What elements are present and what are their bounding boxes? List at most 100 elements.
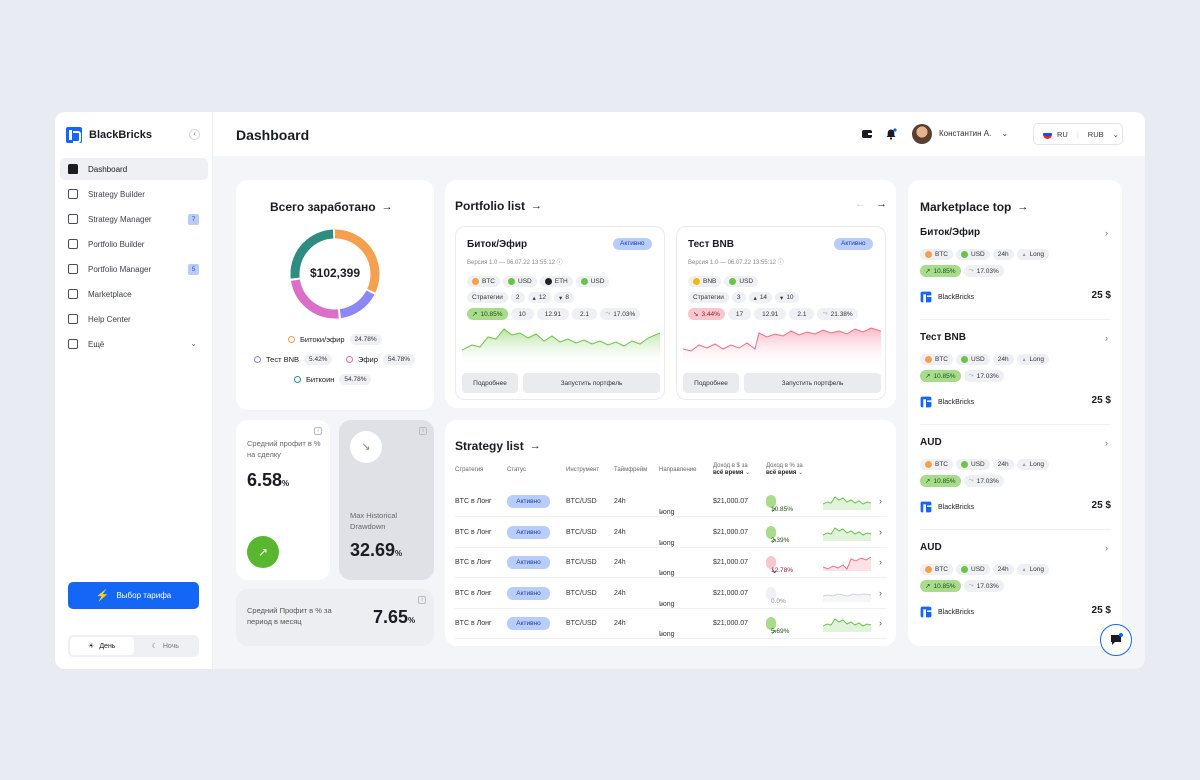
chat-button[interactable] <box>1100 624 1132 656</box>
btc-icon <box>925 566 932 573</box>
arrow-right-icon[interactable]: → <box>876 198 887 210</box>
col-income-usd-period: всё время <box>713 470 744 476</box>
table-row[interactable]: BTC в Лонг Активно BTC/USD 24h ▲ Long $2… <box>455 518 887 548</box>
choose-plan-label: Выбор тарифа <box>116 591 172 600</box>
locale-selector[interactable]: RU | RUB ⌄ <box>1033 123 1123 145</box>
sidebar-item-portfolio-builder[interactable]: Portfolio Builder <box>60 233 208 255</box>
bell-icon[interactable] <box>885 128 897 140</box>
marketplace-item[interactable]: AUD › BTC USD 24h ▲ Long ↗ 10.85% ⤳ 17.03% … <box>920 424 1111 527</box>
drawdown-value-wrap: 32.69% <box>350 540 402 561</box>
direction-value: Long <box>659 600 675 608</box>
usd-icon <box>961 566 968 573</box>
col-income-pct[interactable]: Доход в % за всё время ⌄ <box>766 463 803 476</box>
table-row[interactable]: BTC в Лонг Активно BTC/USD 24h ▲ Long $2… <box>455 487 887 517</box>
currency-value: RUB <box>1087 129 1104 139</box>
cell-income-pct: ↗ 2.39% <box>766 525 789 545</box>
table-header: Стратегия Статус Инструмент Таймфрейм На… <box>455 463 887 487</box>
direction-value: Long <box>1029 356 1045 363</box>
sidebar-item-portfolio-manager[interactable]: Portfolio Manager 5 <box>60 258 208 280</box>
sidebar-item-help-center[interactable]: Help Center <box>60 308 208 330</box>
sidebar-item-strategy-manager[interactable]: Strategy Manager 7 <box>60 208 208 230</box>
marketplace-item[interactable]: Биток/Эфир › BTC USD 24h ▲ Long ↗ 10.85% ⤳… <box>920 227 1111 317</box>
table-row[interactable]: BTC в Лонг Активно BTC/USD 24h ▲ Long $2… <box>455 609 887 639</box>
info-icon[interactable]: i <box>418 596 426 604</box>
blackbricks-logo-icon <box>66 127 82 143</box>
item-metrics: ↗ 10.85% ⤳ 17.03% <box>920 580 1004 592</box>
total-earned-header[interactable]: Всего заработано → <box>270 200 393 214</box>
info-icon[interactable]: i <box>314 427 322 435</box>
wallet-icon[interactable] <box>861 128 873 140</box>
coin-chip: USD <box>724 276 759 287</box>
cell-instrument: BTC/USD <box>566 589 597 597</box>
metric-chip: 2.1 <box>789 308 815 320</box>
table-row[interactable]: BTC в Лонг Активно BTC/USD 24h ▲ Long $2… <box>455 579 887 609</box>
pct-sign: % <box>408 616 416 625</box>
info-icon[interactable]: i <box>419 427 427 435</box>
coin-label: BTC <box>935 566 948 573</box>
usd-icon <box>729 278 737 285</box>
divider <box>920 529 1111 530</box>
sidebar-item-strategy-builder[interactable]: Strategy Builder <box>60 183 208 205</box>
col-income-usd[interactable]: Доход в $ за всё время ⌄ <box>713 463 750 476</box>
item-price: 25 $ <box>1091 500 1111 511</box>
item-author: BlackBricks <box>920 291 975 306</box>
portfolio-name: Биток/Эфир <box>467 239 528 250</box>
sidebar-item-label: Marketplace <box>88 289 132 299</box>
coin-chip: BTC <box>920 459 953 470</box>
trend-up-icon: ↗ <box>925 583 931 590</box>
collapse-sidebar-icon[interactable]: ‹ <box>189 129 200 140</box>
grid-icon <box>68 214 78 224</box>
donut-segment-bitok <box>290 229 380 319</box>
blocks-icon <box>68 189 78 199</box>
bnb-icon <box>693 278 700 285</box>
timeframe-chip: 24h <box>992 354 1014 365</box>
arrow-up-icon: ▲ <box>659 570 665 576</box>
chevron-right-icon[interactable]: › <box>879 496 882 506</box>
chevron-right-icon[interactable]: › <box>879 587 882 598</box>
sidebar-item-label: Portfolio Builder <box>88 239 145 249</box>
chevron-down-icon: ⌄ <box>745 470 751 476</box>
btc-icon <box>925 251 932 258</box>
table-row[interactable]: BTC в Лонг Активно BTC/USD 24h ▲ Long $2… <box>455 548 887 578</box>
arrow-left-icon[interactable]: ← <box>855 198 866 210</box>
chevron-right-icon: › <box>1105 438 1108 448</box>
launch-portfolio-button[interactable]: Запустить портфель <box>744 373 881 393</box>
launch-portfolio-button[interactable]: Запустить портфель <box>523 373 660 393</box>
coin-label: BTC <box>935 356 948 363</box>
total-earned-title: Всего заработано <box>270 200 376 214</box>
avatar[interactable] <box>912 124 932 144</box>
income-pct-value: 10.85% <box>771 506 794 513</box>
direction-value: Long <box>1029 566 1045 573</box>
cell-strategy: BTC в Лонг <box>455 589 492 597</box>
direction-value: Long <box>659 539 675 547</box>
details-button[interactable]: Подробнее <box>683 373 739 393</box>
status-badge: Активно <box>507 556 550 569</box>
logo[interactable]: BlackBricks <box>66 127 152 143</box>
sidebar-item-more[interactable]: Ещё ⌄ <box>60 333 208 355</box>
choose-plan-button[interactable]: ⚡ Выбор тарифа <box>68 582 199 609</box>
portfolio-list-header[interactable]: Portfolio list → <box>455 199 542 213</box>
details-button[interactable]: Подробнее <box>462 373 518 393</box>
sidebar-item-marketplace[interactable]: Marketplace <box>60 283 208 305</box>
marketplace-header[interactable]: Marketplace top → <box>920 200 1028 214</box>
theme-day-option[interactable]: ☀ День <box>70 637 134 655</box>
user-menu[interactable]: Константин А. ⌄ <box>939 129 1008 138</box>
strategy-list-header[interactable]: Strategy list → <box>455 439 541 453</box>
marketplace-item[interactable]: Тест BNB › BTC USD 24h ▲ Long ↗ 10.85% ⤳ 17… <box>920 319 1111 422</box>
income-pct-value: 2.39% <box>771 536 790 544</box>
item-author: BlackBricks <box>920 606 974 622</box>
legend-pct: 54.78% <box>382 354 415 365</box>
chevron-right-icon[interactable]: › <box>879 618 882 628</box>
author-name: BlackBricks <box>938 398 975 406</box>
sidebar-item-dashboard[interactable]: Dashboard <box>60 158 208 180</box>
author-name: BlackBricks <box>938 293 975 301</box>
theme-night-option[interactable]: ☾ Ночь <box>134 637 198 655</box>
marketplace-item[interactable]: AUD › BTC USD 24h ▲ Long ↗ 10.85% ⤳ 17.03% … <box>920 529 1111 632</box>
chevron-right-icon[interactable]: › <box>879 526 882 537</box>
home-icon <box>68 164 78 174</box>
down-count: 8 <box>565 294 569 301</box>
portfolio-list-title: Portfolio list <box>455 199 525 213</box>
chevron-right-icon[interactable]: › <box>879 557 882 567</box>
coin-label: BTC <box>935 251 948 258</box>
sidebar-item-label: Strategy Builder <box>88 189 145 199</box>
